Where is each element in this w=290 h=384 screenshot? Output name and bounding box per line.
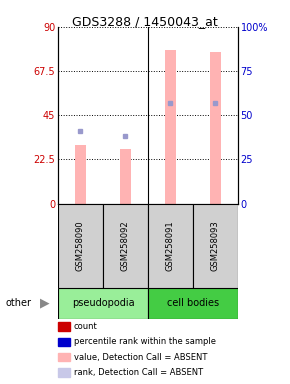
Bar bbox=[58, 288, 148, 319]
Bar bbox=[75, 145, 86, 204]
Text: pseudopodia: pseudopodia bbox=[72, 298, 134, 308]
Text: rank, Detection Call = ABSENT: rank, Detection Call = ABSENT bbox=[74, 368, 203, 377]
Text: GDS3288 / 1450043_at: GDS3288 / 1450043_at bbox=[72, 15, 218, 28]
Text: ▶: ▶ bbox=[40, 297, 50, 310]
Text: cell bodies: cell bodies bbox=[167, 298, 219, 308]
Text: other: other bbox=[6, 298, 32, 308]
Text: GSM258093: GSM258093 bbox=[211, 220, 220, 271]
Bar bbox=[210, 52, 221, 204]
Bar bbox=[193, 204, 238, 288]
Text: GSM258091: GSM258091 bbox=[166, 220, 175, 271]
Bar bbox=[148, 288, 238, 319]
Bar bbox=[120, 149, 131, 204]
Text: GSM258090: GSM258090 bbox=[76, 220, 85, 271]
Text: GSM258092: GSM258092 bbox=[121, 220, 130, 271]
Text: percentile rank within the sample: percentile rank within the sample bbox=[74, 337, 216, 346]
Bar bbox=[148, 204, 193, 288]
Text: value, Detection Call = ABSENT: value, Detection Call = ABSENT bbox=[74, 353, 207, 362]
Bar bbox=[103, 204, 148, 288]
Bar bbox=[165, 50, 176, 204]
Bar bbox=[58, 204, 103, 288]
Text: count: count bbox=[74, 322, 98, 331]
